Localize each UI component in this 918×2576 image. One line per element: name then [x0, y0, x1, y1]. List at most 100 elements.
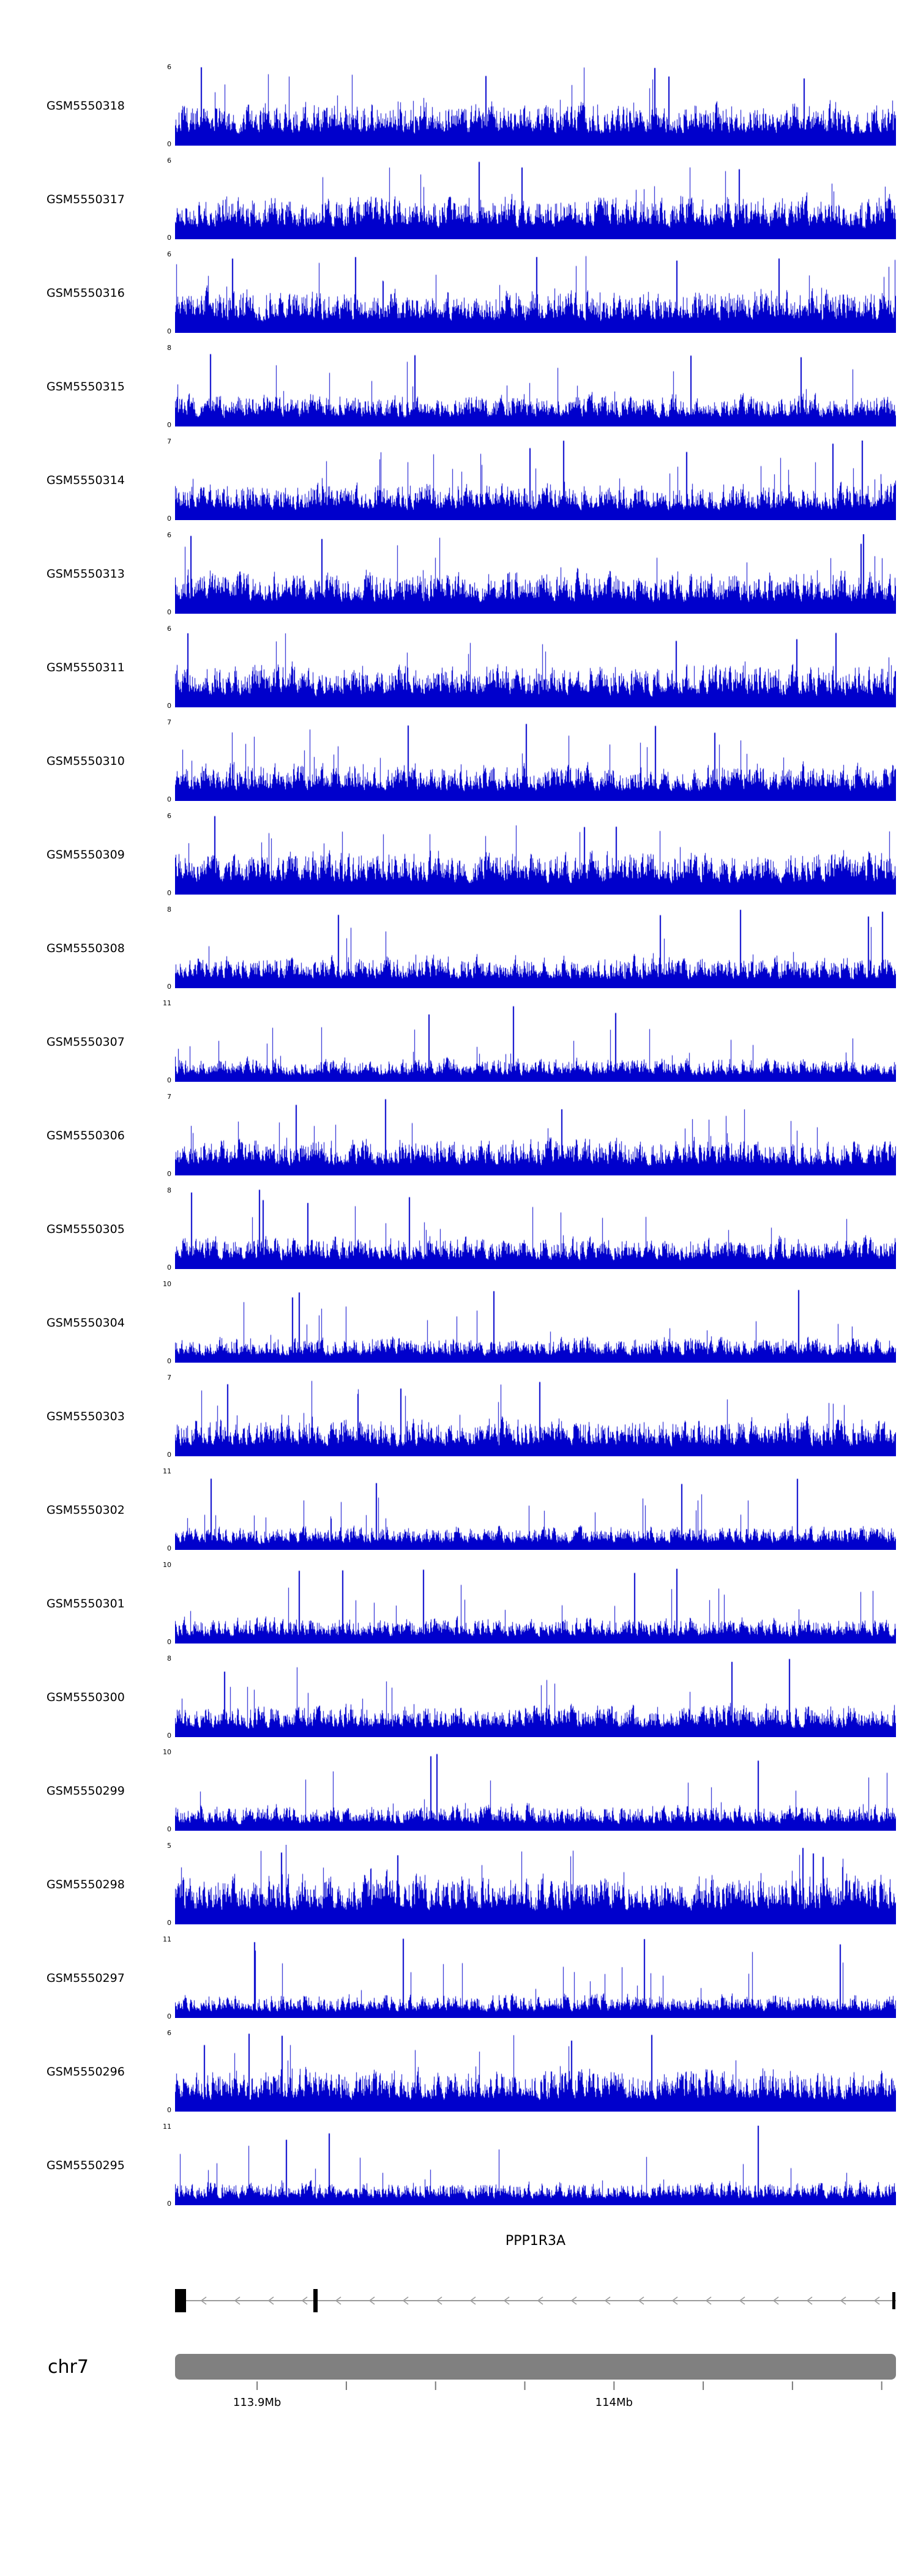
yaxis-max-label: 5: [167, 1842, 171, 1850]
strand-arrow-icon: [469, 2296, 476, 2305]
yaxis-min-label: 0: [167, 1170, 171, 1178]
track-label: GSM5550305: [47, 1223, 125, 1236]
signal-track-row: GSM5550299 10 0: [0, 1737, 918, 1833]
track-label: GSM5550317: [47, 193, 125, 206]
strand-arrow-icon: [772, 2296, 779, 2305]
signal-track-row: GSM5550307 11 0: [0, 988, 918, 1084]
signal-track-row: GSM5550295 11 0: [0, 2112, 918, 2207]
signal-canvas: [175, 160, 896, 239]
signal-canvas: [175, 1096, 896, 1175]
strand-arrow-icon: [840, 2296, 846, 2305]
signal-track-row: GSM5550318 6 0: [0, 52, 918, 147]
track-plot: 10 0: [163, 1749, 896, 1833]
strand-arrow-icon: [537, 2296, 543, 2305]
strand-arrow-icon: [234, 2296, 241, 2305]
exon-box: [892, 2292, 895, 2309]
strand-arrow-icon: [335, 2296, 341, 2305]
signal-canvas: [175, 1564, 896, 1644]
track-label: GSM5550296: [47, 2065, 125, 2079]
axis-tick-label: 113.9Mb: [233, 2396, 282, 2409]
signal-canvas: [175, 253, 896, 333]
signal-track-row: GSM5550301 10 0: [0, 1550, 918, 1645]
yaxis-max-label: 10: [163, 1561, 171, 1569]
strand-arrow-icon: [402, 2296, 409, 2305]
yaxis-min-label: 0: [167, 1732, 171, 1740]
track-label: GSM5550315: [47, 380, 125, 393]
yaxis-min-label: 0: [167, 515, 171, 523]
yaxis-min-label: 0: [167, 2200, 171, 2208]
yaxis-min-label: 0: [167, 234, 171, 242]
ideogram-bar: [175, 2354, 896, 2380]
gene-name-label: PPP1R3A: [505, 2233, 566, 2249]
track-plot: 10 0: [163, 1562, 896, 1645]
yaxis-max-label: 8: [167, 1186, 171, 1194]
track-label: GSM5550310: [47, 754, 125, 768]
yaxis-max-label: 7: [167, 718, 171, 726]
yaxis-min-label: 0: [167, 983, 171, 991]
track-label: GSM5550297: [47, 1971, 125, 1985]
yaxis-min-label: 0: [167, 1357, 171, 1365]
yaxis-max-label: 6: [167, 812, 171, 820]
signal-canvas: [175, 1938, 896, 2018]
yaxis-max-label: 11: [163, 2123, 171, 2131]
strand-arrow-icon: [739, 2296, 745, 2305]
yaxis-max-label: 6: [167, 2029, 171, 2037]
yaxis-max-label: 8: [167, 906, 171, 914]
yaxis-max-label: 6: [167, 625, 171, 633]
strand-arrow-icon: [368, 2296, 375, 2305]
signal-canvas: [175, 1658, 896, 1737]
signal-canvas: [175, 1845, 896, 1924]
yaxis-min-label: 0: [167, 1076, 171, 1084]
strand-arrow-icon: [570, 2296, 577, 2305]
strand-arrow-icon: [604, 2296, 611, 2305]
signal-track-row: GSM5550316 6 0: [0, 239, 918, 335]
signal-canvas: [175, 441, 896, 520]
signal-track-row: GSM5550309 6 0: [0, 801, 918, 896]
track-plot: 7 0: [167, 438, 896, 522]
track-plot: 7 0: [167, 1093, 896, 1177]
signal-canvas: [175, 815, 896, 895]
yaxis-max-label: 7: [167, 1093, 171, 1101]
chromosome-ideogram: [175, 2354, 896, 2380]
yaxis-min-label: 0: [167, 608, 171, 616]
track-label: GSM5550299: [47, 1784, 125, 1798]
track-plot: 5 0: [167, 1842, 896, 1926]
track-plot: 6 0: [167, 813, 896, 896]
track-label: GSM5550307: [47, 1035, 125, 1049]
yaxis-max-label: 8: [167, 344, 171, 352]
signal-canvas: [175, 909, 896, 988]
track-plot: 6 0: [167, 251, 896, 335]
track-label: GSM5550304: [47, 1316, 125, 1330]
signal-track-row: GSM5550313 6 0: [0, 520, 918, 616]
track-plot: 11 0: [163, 2123, 896, 2207]
signal-canvas: [175, 1283, 896, 1363]
signal-track-row: GSM5550314 7 0: [0, 426, 918, 522]
yaxis-max-label: 7: [167, 1374, 171, 1382]
signal-track-row: GSM5550306 7 0: [0, 1082, 918, 1177]
signal-canvas: [175, 66, 896, 146]
track-label: GSM5550309: [47, 848, 125, 862]
yaxis-max-label: 6: [167, 250, 171, 258]
track-plot: 6 0: [167, 64, 896, 147]
yaxis-min-label: 0: [167, 2012, 171, 2020]
signal-track-row: GSM5550298 5 0: [0, 1831, 918, 1926]
strand-arrow-icon: [503, 2296, 510, 2305]
yaxis-max-label: 11: [163, 1467, 171, 1475]
signal-track-row: GSM5550296 6 0: [0, 2018, 918, 2113]
yaxis-min-label: 0: [167, 1825, 171, 1833]
yaxis-max-label: 8: [167, 1655, 171, 1662]
signal-canvas: [175, 721, 896, 801]
signal-canvas: [175, 1377, 896, 1456]
track-label: GSM5550316: [47, 286, 125, 300]
signal-track-row: GSM5550300 8 0: [0, 1644, 918, 1740]
strand-arrow-icon: [705, 2296, 712, 2305]
signal-track-row: GSM5550317 6 0: [0, 146, 918, 242]
signal-canvas: [175, 1189, 896, 1269]
signal-canvas: [175, 2126, 896, 2205]
track-plot: 7 0: [167, 1374, 896, 1458]
track-label: GSM5550306: [47, 1129, 125, 1142]
yaxis-min-label: 0: [167, 702, 171, 710]
track-plot: 6 0: [167, 2030, 896, 2113]
yaxis-min-label: 0: [167, 1638, 171, 1646]
